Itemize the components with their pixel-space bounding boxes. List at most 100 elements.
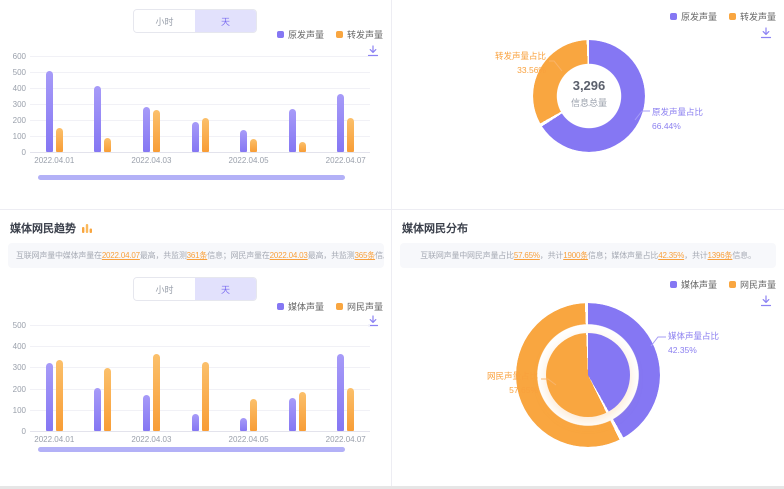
donut-chart[interactable]: [533, 40, 645, 152]
chart-legend: 媒体声量 网民声量: [669, 278, 776, 291]
label-line: [650, 336, 666, 347]
gridline: [30, 409, 370, 411]
legend-item[interactable]: 媒体声量: [669, 278, 717, 291]
y-axis-tick: 0: [21, 427, 26, 436]
summary-segment: ，共计: [684, 251, 708, 260]
slice-percent: 33.56%: [517, 64, 546, 75]
bar-媒体声量-2022.04.02: [94, 387, 102, 431]
trend-chart-icon: [82, 224, 92, 233]
panel-volume-distribution: 原发声量 转发声量 3,296 信息总量 转发声量占比 33.56% 原发声量占比…: [392, 0, 784, 210]
donut-center-text: 3,296 信息总量: [533, 78, 645, 109]
gridline: [30, 367, 370, 369]
toggle-hour-button[interactable]: 小时: [134, 10, 195, 32]
summary-segment: 互联网声量中媒体声量在: [16, 251, 102, 260]
summary-highlight: 2022.04.03: [269, 251, 308, 260]
chart-legend: 媒体声量 网民声量: [276, 300, 383, 313]
legend-item[interactable]: 原发声量: [669, 10, 717, 23]
gridline: [30, 104, 370, 105]
bar-媒体声量-2022.04.04: [191, 414, 199, 431]
toggle-day-button[interactable]: 天: [195, 10, 256, 32]
bar-网民声量-2022.04.06: [298, 391, 306, 431]
slice-label-original: 原发声量占比 66.44%: [652, 106, 742, 133]
x-axis-tick: 2022.04.01: [34, 435, 75, 444]
summary-highlight: 1900条: [563, 251, 588, 260]
slice-name: 网民声量占比: [486, 371, 538, 381]
summary-segment: 信息。: [732, 251, 756, 260]
bar-原发声量-2022.04.04: [191, 121, 199, 152]
toggle-hour-button[interactable]: 小时: [134, 278, 195, 300]
legend-label: 转发声量: [739, 12, 776, 22]
bar-转发声量-2022.04.03: [152, 109, 160, 152]
legend-item[interactable]: 原发声量: [276, 28, 324, 41]
time-granularity-toggle: 小时 天: [133, 9, 257, 33]
legend-label: 媒体声量: [287, 302, 324, 312]
legend-dot: [276, 31, 284, 38]
x-axis-tick: 2022.04.07: [325, 435, 366, 444]
gridline: [30, 346, 370, 348]
y-axis-tick: 200: [12, 116, 26, 125]
slice-label-repost: 转发声量占比 33.56%: [456, 50, 546, 77]
slice-percent: 66.44%: [652, 120, 681, 131]
summary-text: 互联网声量中网民声量占比57.65%，共计1900条信息；媒体声量占比42.35…: [400, 243, 776, 268]
download-icon[interactable]: [759, 26, 773, 40]
x-axis-tick: 2022.04.07: [325, 156, 366, 165]
panel-media-netizen-distribution: 媒体网民分布 互联网声量中网民声量占比57.65%，共计1900条信息；媒体声量…: [392, 210, 784, 486]
bar-网民声量-2022.04.04: [201, 362, 209, 431]
gridline: [30, 120, 370, 121]
toggle-day-button[interactable]: 天: [195, 278, 256, 300]
nested-pie-inner[interactable]: [546, 333, 630, 417]
bar-媒体声量-2022.04.05: [240, 418, 248, 431]
x-axis-line: [30, 431, 370, 432]
bar-转发声量-2022.04.04: [201, 117, 209, 152]
download-icon[interactable]: [759, 294, 773, 308]
gridline: [30, 388, 370, 390]
legend-dot: [669, 281, 677, 288]
legend-label: 媒体声量: [680, 280, 717, 290]
legend-label: 网民声量: [739, 280, 776, 290]
legend-dot: [728, 281, 736, 288]
legend-item[interactable]: 转发声量: [728, 10, 776, 23]
bar-转发声量-2022.04.02: [104, 137, 112, 152]
bar-网民声量-2022.04.03: [152, 353, 160, 431]
y-axis-tick: 100: [12, 132, 26, 141]
legend-dot: [669, 13, 677, 20]
y-axis-tick: 500: [12, 68, 26, 77]
legend-label: 原发声量: [287, 30, 324, 40]
bar-网民声量-2022.04.01: [55, 359, 63, 431]
gridline: [30, 88, 370, 89]
total-label: 信息总量: [570, 98, 607, 108]
bar-媒体声量-2022.04.07: [337, 354, 345, 431]
bar-转发声量-2022.04.06: [298, 141, 306, 152]
datazoom-slider[interactable]: [38, 175, 345, 180]
gridline: [30, 56, 370, 57]
summary-segment: ，共计: [539, 251, 564, 260]
total-value: 3,296: [572, 78, 606, 93]
summary-segment: 信息；网民声量在: [207, 251, 270, 260]
download-icon[interactable]: [366, 44, 380, 58]
summary-highlight: 2022.04.07: [101, 251, 140, 260]
y-axis-tick: 300: [12, 100, 26, 109]
panel-title-text: 媒体网民分布: [402, 223, 468, 235]
slice-label-netizen: 网民声量占比 57.65%: [448, 370, 538, 397]
summary-segment: 最高，共监测: [139, 251, 187, 260]
panel-volume-trend: 小时 天 原发声量 转发声量 0 100 200 300 400 500 600 2022.04…: [0, 0, 392, 210]
x-axis-tick: 2022.04.05: [228, 435, 269, 444]
legend-label: 网民声量: [346, 302, 383, 312]
bar-网民声量-2022.04.02: [104, 368, 112, 431]
bar-转发声量-2022.04.07: [347, 118, 355, 152]
bar-原发声量-2022.04.01: [45, 71, 53, 152]
datazoom-slider[interactable]: [38, 447, 345, 452]
bar-媒体声量-2022.04.03: [142, 394, 150, 431]
y-axis-tick: 500: [12, 321, 26, 330]
legend-item[interactable]: 媒体声量: [276, 300, 324, 313]
legend-item[interactable]: 网民声量: [335, 300, 383, 313]
legend-item[interactable]: 网民声量: [728, 278, 776, 291]
download-icon[interactable]: [366, 314, 380, 328]
chart-legend: 原发声量 转发声量: [276, 28, 383, 41]
panel-title: 媒体网民分布: [402, 220, 468, 236]
chart-legend: 原发声量 转发声量: [669, 10, 776, 23]
gridline: [30, 325, 370, 326]
summary-highlight: 57.65%: [513, 251, 540, 260]
legend-item[interactable]: 转发声量: [335, 28, 383, 41]
summary-highlight: 365条: [354, 251, 376, 260]
